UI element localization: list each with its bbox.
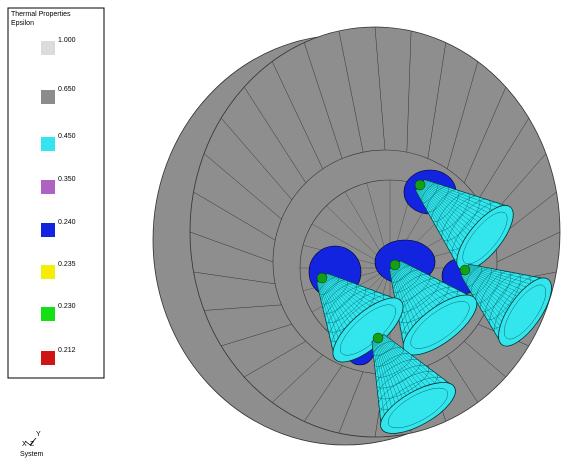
legend-label: 0.350 (58, 176, 76, 183)
legend-label: 0.230 (58, 303, 76, 310)
legend-swatch (41, 41, 55, 55)
legend-label: 1.000 (58, 37, 76, 44)
nozzle-throat (390, 260, 400, 270)
legend-label: 0.235 (58, 261, 76, 268)
triad-x: X (22, 441, 27, 448)
legend-label: 0.212 (58, 347, 76, 354)
legend-swatch (41, 180, 55, 194)
nozzle-throat (317, 273, 327, 283)
legend-box (8, 8, 104, 378)
legend-label: 0.240 (58, 219, 76, 226)
triad-caption: System (20, 451, 44, 458)
nozzle-throat (373, 333, 383, 343)
legend-swatch (41, 90, 55, 104)
nozzle-throat (460, 265, 470, 275)
triad-y: Y (36, 431, 41, 438)
model (153, 27, 561, 445)
legend-title: Thermal Properties (11, 11, 71, 18)
legend-swatch (41, 265, 55, 279)
legend-swatch (41, 137, 55, 151)
nozzle-throat (415, 180, 425, 190)
legend-label: 0.450 (58, 133, 76, 140)
legend-swatch (41, 307, 55, 321)
viewport: Thermal Properties Epsilon 1.000 0.650 0.4… (0, 0, 572, 461)
legend-swatch (41, 223, 55, 237)
legend-subtitle: Epsilon (11, 20, 34, 27)
legend-swatch (41, 351, 55, 365)
legend-label: 0.650 (58, 86, 76, 93)
triad-z: Z (30, 441, 35, 448)
